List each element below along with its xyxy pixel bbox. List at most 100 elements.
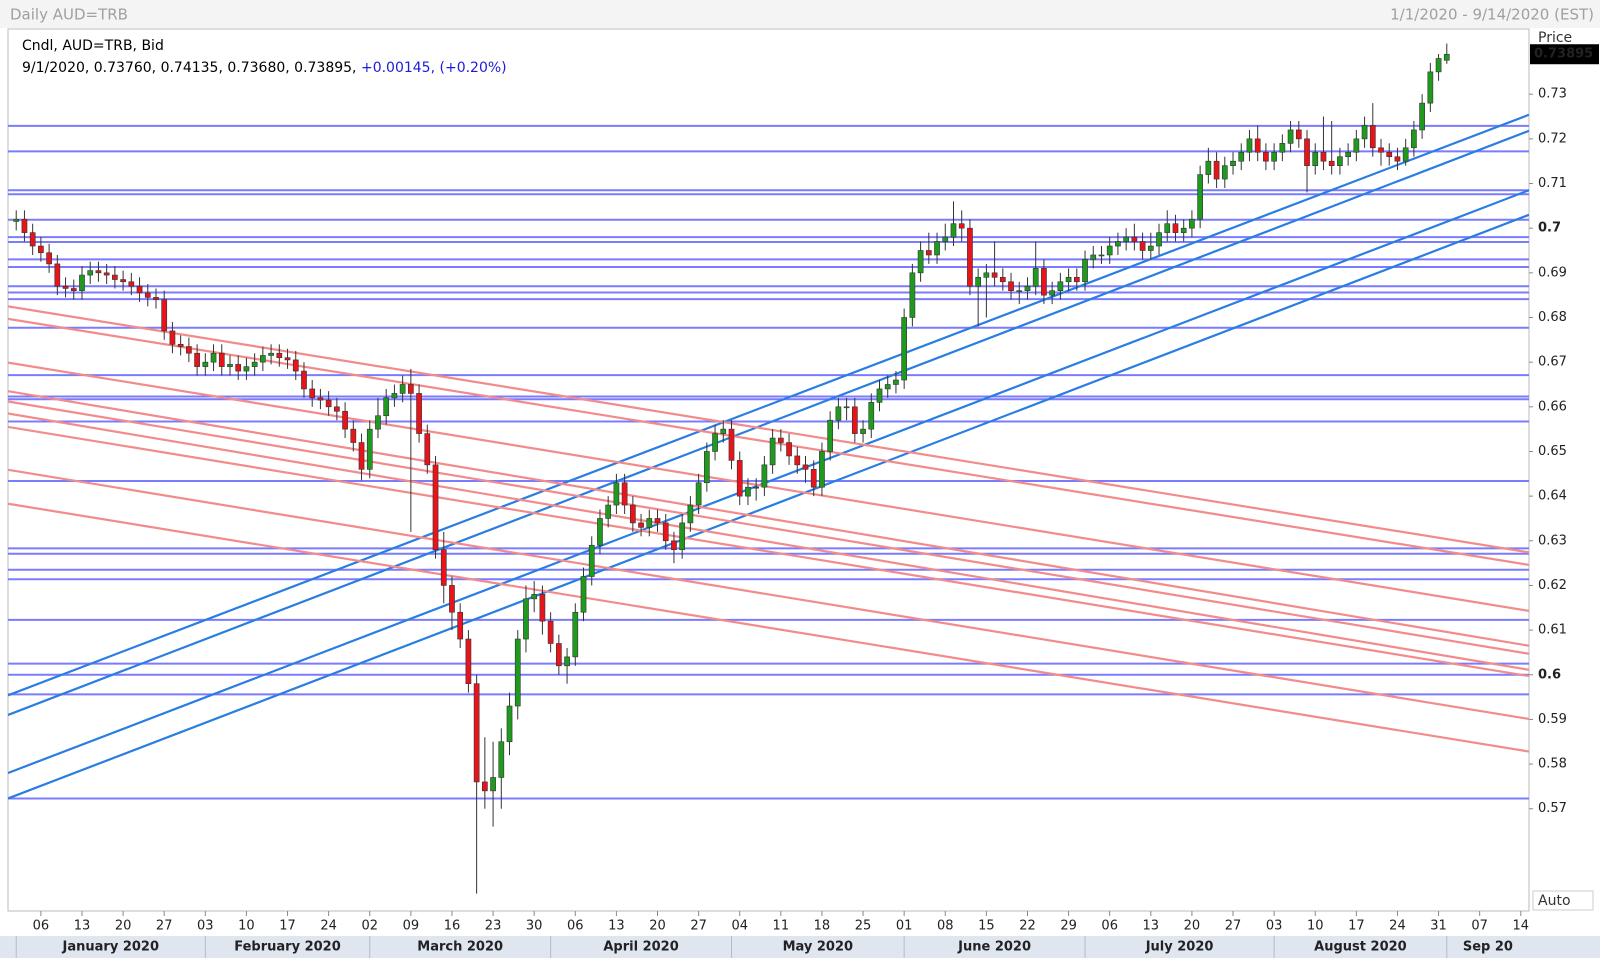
candle-body — [227, 364, 233, 367]
candle-body — [1057, 281, 1064, 291]
candle-body — [1246, 138, 1253, 153]
change-pct-info: (+0.20%) — [440, 60, 507, 76]
candle-body — [1386, 151, 1393, 158]
x-tick-label: 04 — [731, 919, 748, 934]
candle-body — [1065, 276, 1072, 283]
candle-body — [983, 272, 990, 278]
candle-body — [555, 643, 562, 667]
candle-body — [819, 451, 825, 488]
candle-body — [1172, 223, 1179, 233]
candle-body — [325, 399, 332, 408]
candle-body — [1254, 138, 1261, 153]
candle-body — [276, 352, 283, 358]
candle-body — [490, 777, 496, 792]
candle-body — [87, 270, 94, 276]
x-tick-label: 06 — [567, 919, 584, 934]
candle-body — [440, 549, 447, 586]
y-tick-label: 0.58 — [1538, 757, 1567, 772]
trend-line — [8, 305, 1529, 554]
candle-body — [1337, 156, 1343, 166]
candle-body — [860, 428, 866, 434]
candle-body — [399, 384, 406, 394]
candle-body — [391, 393, 398, 399]
scale-mode-box[interactable] — [1532, 890, 1594, 911]
candle-body — [712, 433, 718, 452]
candle-body — [843, 406, 850, 409]
candle-body — [934, 241, 940, 256]
x-tick-label: 22 — [1019, 919, 1036, 934]
candle-body — [334, 406, 340, 412]
candle-body — [1090, 254, 1097, 260]
candle-body — [103, 272, 110, 276]
candle-body — [967, 227, 973, 287]
candle-body — [629, 504, 636, 524]
candle-body — [1271, 151, 1277, 162]
candle-body — [786, 442, 792, 457]
trend-line — [8, 129, 1529, 716]
x-tick-label: 06 — [33, 919, 50, 934]
y-tick-label: 0.69 — [1538, 265, 1567, 280]
candle-body — [777, 437, 784, 443]
candle-body — [654, 518, 661, 524]
trend-line — [8, 425, 1529, 678]
month-label: June 2020 — [957, 940, 1031, 955]
candle-body — [79, 274, 85, 291]
scale-mode[interactable]: Auto — [1538, 893, 1571, 909]
candle-body — [408, 384, 414, 394]
candle-body — [572, 611, 579, 658]
y-tick-label: 0.59 — [1538, 712, 1567, 727]
x-tick-label: 23 — [485, 919, 502, 934]
title-bar — [0, 0, 1600, 28]
candle-body — [1263, 151, 1269, 162]
candle-body — [350, 428, 357, 443]
trend-line — [8, 412, 1529, 671]
y-axis-label: Price — [1538, 30, 1572, 46]
x-tick-label: 01 — [896, 919, 913, 934]
candle-body — [46, 252, 52, 265]
candle-body — [901, 317, 908, 381]
x-tick-label: 30 — [526, 919, 543, 934]
candle-body — [1427, 71, 1434, 104]
candle-body — [1230, 160, 1236, 166]
x-tick-label: 27 — [1225, 919, 1242, 934]
candle-body — [1147, 245, 1154, 251]
trend-line — [8, 213, 1529, 800]
x-tick-label: 27 — [690, 919, 707, 934]
candle-body — [218, 352, 225, 367]
candle-body — [745, 486, 751, 497]
info-line2: 9/1/2020, 0.73760, 0.74135, 0.73680, 0.7… — [22, 60, 507, 76]
change-info: +0.00145, — [361, 60, 435, 76]
candle-body — [95, 270, 102, 274]
trend-line — [8, 400, 1529, 655]
candle-body — [465, 638, 472, 684]
x-tick-label: 08 — [937, 919, 954, 934]
candle-body — [720, 428, 727, 434]
trend-line — [8, 468, 1529, 721]
candle-body — [260, 355, 266, 363]
candle-body — [243, 366, 250, 372]
candle-body — [1123, 236, 1129, 242]
candle-body — [54, 263, 61, 287]
candle-body — [268, 352, 274, 356]
candle-body — [580, 576, 587, 613]
x-tick-label: 24 — [1389, 919, 1406, 934]
month-label: Sep 20 — [1463, 940, 1513, 955]
candle-body — [638, 522, 644, 528]
candle-body — [112, 274, 118, 280]
candle-body — [728, 428, 735, 461]
candle-body — [186, 346, 192, 354]
x-tick-label: 17 — [279, 919, 296, 934]
candle-body — [449, 585, 455, 613]
candle-body — [482, 781, 488, 792]
candle-body — [144, 292, 151, 298]
candle-body — [794, 455, 801, 466]
y-tick-label: 0.72 — [1538, 131, 1567, 146]
x-tick-label: 09 — [403, 919, 420, 934]
x-tick-label: 13 — [74, 919, 91, 934]
candle-body — [1369, 125, 1376, 149]
candle-body — [827, 419, 834, 452]
candle-body — [1041, 268, 1047, 296]
x-tick-label: 17 — [1348, 919, 1365, 934]
month-label: March 2020 — [417, 940, 503, 955]
candle-body — [1156, 232, 1162, 247]
